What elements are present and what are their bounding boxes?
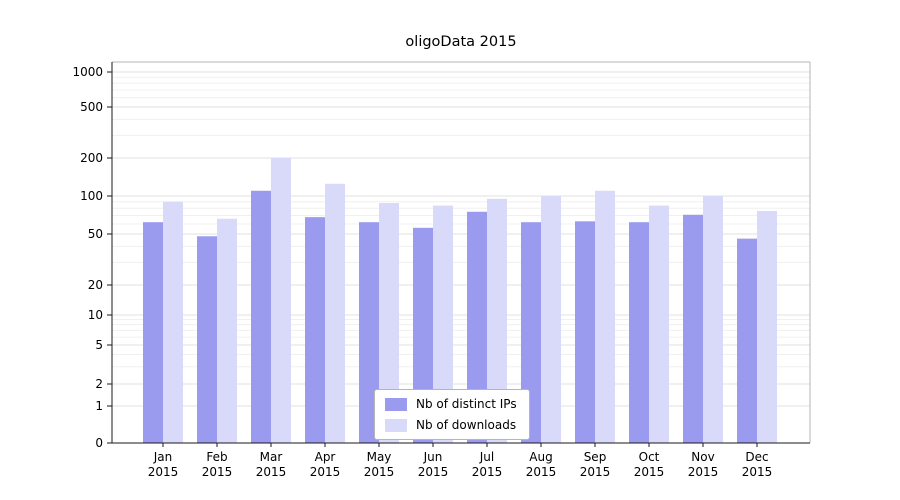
x-tick-label-year: 2015	[364, 465, 395, 479]
x-tick-label-month: Oct	[639, 450, 660, 464]
y-tick-label: 5	[95, 338, 103, 352]
x-tick-label-year: 2015	[148, 465, 179, 479]
bar-downloads-jun	[433, 205, 453, 443]
x-tick-label-month: Jan	[153, 450, 173, 464]
bar-downloads-sep	[595, 190, 615, 443]
bar-downloads-dec	[757, 211, 777, 443]
y-tick-label: 500	[80, 100, 103, 114]
y-tick-label: 10	[88, 308, 103, 322]
bar-downloads-nov	[703, 196, 723, 443]
bar-ips-feb	[197, 236, 217, 443]
bar-downloads-apr	[325, 183, 345, 444]
bar-ips-may	[359, 222, 379, 443]
x-tick-label-month: Aug	[529, 450, 552, 464]
x-tick-label-year: 2015	[634, 465, 665, 479]
legend-label-distinct-ips: Nb of distinct IPs	[416, 397, 517, 411]
bar-downloads-mar	[271, 158, 291, 443]
y-tick-label: 1	[95, 399, 103, 413]
legend-label-downloads: Nb of downloads	[416, 418, 517, 432]
y-tick-label: 200	[80, 151, 103, 165]
legend-swatch-downloads	[385, 418, 407, 432]
x-tick-label-month: Jul	[479, 450, 494, 464]
x-tick-label-year: 2015	[580, 465, 611, 479]
bar-ips-sep	[575, 221, 595, 443]
x-tick-label-month: Apr	[315, 450, 336, 464]
bar-ips-nov	[683, 214, 703, 443]
x-tick-label-month: Feb	[206, 450, 227, 464]
x-tick-label-year: 2015	[310, 465, 341, 479]
x-tick-label-month: Nov	[691, 450, 714, 464]
x-tick-label-year: 2015	[472, 465, 503, 479]
x-tick-label-month: May	[367, 450, 392, 464]
legend: Nb of distinct IPs Nb of downloads	[374, 389, 530, 440]
bar-ips-aug	[521, 222, 541, 443]
x-tick-label-year: 2015	[526, 465, 557, 479]
x-tick-label-month: Dec	[745, 450, 768, 464]
bar-ips-mar	[251, 190, 271, 443]
x-tick-label-month: Mar	[260, 450, 283, 464]
x-tick-label-month: Jun	[423, 450, 443, 464]
legend-item-distinct-ips: Nb of distinct IPs	[385, 397, 517, 411]
y-tick-label: 0	[95, 436, 103, 450]
bar-downloads-oct	[649, 205, 669, 443]
x-tick-label-year: 2015	[418, 465, 449, 479]
bar-downloads-feb	[217, 218, 237, 443]
y-tick-label: 20	[88, 278, 103, 292]
x-tick-label-month: Sep	[584, 450, 607, 464]
y-tick-label: 100	[80, 189, 103, 203]
bar-ips-apr	[305, 217, 325, 443]
x-tick-label-year: 2015	[202, 465, 233, 479]
bar-downloads-may	[379, 203, 399, 443]
bar-downloads-aug	[541, 196, 561, 443]
bar-ips-jan	[143, 222, 163, 443]
chart-title: oligoData 2015	[405, 34, 517, 50]
y-tick-label: 2	[95, 377, 103, 391]
x-tick-label-year: 2015	[742, 465, 773, 479]
bar-ips-jul	[467, 211, 487, 443]
legend-swatch-distinct-ips	[385, 397, 407, 411]
legend-item-downloads: Nb of downloads	[385, 418, 517, 432]
bar-downloads-jul	[487, 198, 507, 443]
bar-ips-oct	[629, 222, 649, 443]
x-tick-label-year: 2015	[256, 465, 287, 479]
y-tick-label: 50	[88, 227, 103, 241]
bar-ips-dec	[737, 238, 757, 443]
bar-downloads-jan	[163, 201, 183, 443]
y-tick-label: 1000	[72, 65, 103, 79]
x-tick-label-year: 2015	[688, 465, 719, 479]
